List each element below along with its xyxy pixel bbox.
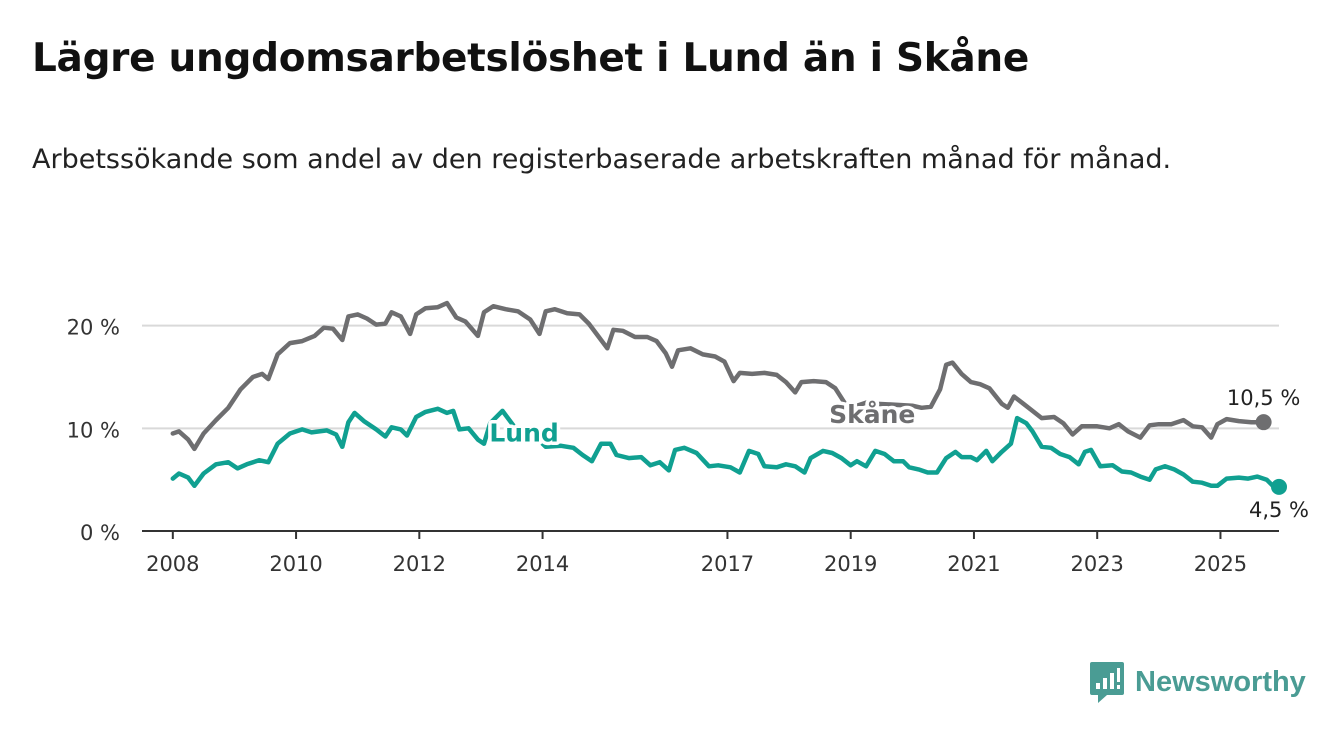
newsworthy-logo: Newsworthy <box>1089 660 1306 704</box>
x-tick-label: 2025 <box>1194 552 1247 576</box>
grid-layer <box>142 324 1279 430</box>
series-label-lund: Lund <box>489 419 558 448</box>
y-tick-label: 0 % <box>80 521 120 545</box>
end-label-lund: 4,5 % <box>1249 498 1309 522</box>
x-tick-label: 2019 <box>824 552 877 576</box>
x-tick-label: 2021 <box>947 552 1000 576</box>
series-line-skne <box>170 300 1266 452</box>
x-tick-label: 2008 <box>146 552 199 576</box>
x-tick-label: 2017 <box>701 552 754 576</box>
chart-title: Lägre ungdomsarbetslöshet i Lund än i Sk… <box>32 36 1030 81</box>
chart-subtitle: Arbetssökande som andel av den registerb… <box>32 144 1172 175</box>
x-tick-label: 2023 <box>1070 552 1123 576</box>
end-point-lund <box>1271 478 1287 495</box>
end-label-skne: 10,5 % <box>1227 386 1300 410</box>
end-point-skne <box>1255 414 1272 431</box>
newsworthy-logo-icon <box>1090 662 1124 703</box>
x-tick-label: 2012 <box>393 552 446 576</box>
series-label-skane: Skåne <box>829 400 915 429</box>
x-tick-label: 2014 <box>516 552 569 576</box>
y-tick-label: 10 % <box>67 418 120 442</box>
series-layer <box>170 300 1287 495</box>
x-tick-label: 2010 <box>269 552 322 576</box>
series-line-lund <box>170 406 1282 490</box>
axis-layer: 0 % 10 % 20 % 2008 2010 2012 2014 2017 2019 2021 2… <box>67 316 1279 576</box>
label-layer: 10,5 % 4,5 % Skåne Lund <box>486 386 1309 522</box>
brand-name: Newsworthy <box>1135 665 1306 698</box>
y-tick-label: 20 % <box>67 316 120 340</box>
